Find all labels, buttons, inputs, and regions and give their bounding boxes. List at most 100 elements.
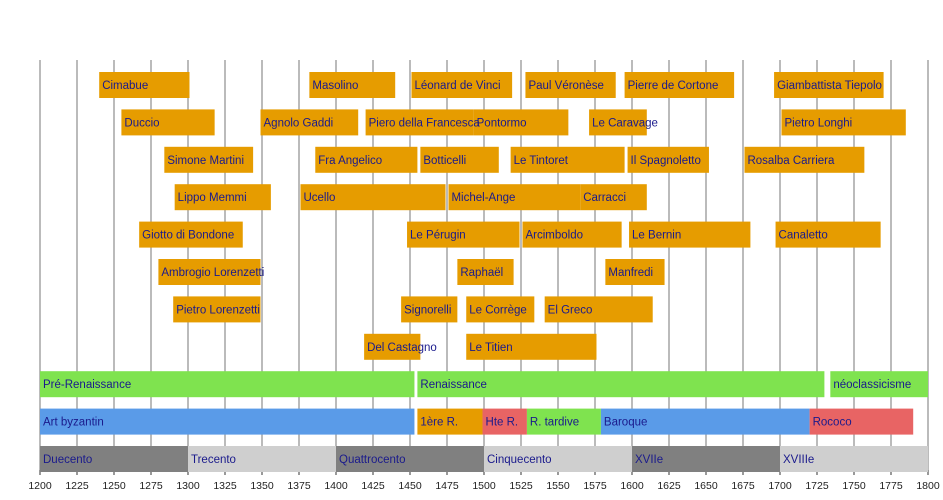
timeline-bar: [589, 109, 647, 136]
x-tick-label: 1750: [842, 480, 866, 492]
timeline-bar: [174, 184, 271, 211]
x-tick-label: 1400: [324, 480, 348, 492]
timeline-bar: [300, 184, 446, 211]
bar-label: Duecento: [43, 454, 92, 466]
timeline-bar: [417, 371, 825, 398]
timeline-bar: [40, 371, 415, 398]
bar-label: Masolino: [312, 80, 358, 92]
timeline-bar: [315, 146, 418, 173]
bar-label: Canaletto: [779, 230, 828, 242]
timeline-bar: [466, 333, 597, 360]
bar-label: Simone Martini: [167, 155, 244, 167]
bar-label: Le Titien: [469, 342, 512, 354]
x-tick-label: 1275: [139, 480, 163, 492]
x-tick-label: 1525: [509, 480, 533, 492]
timeline-bar: [580, 184, 647, 211]
x-tick-label: 1725: [805, 480, 829, 492]
timeline-bar: [466, 296, 535, 323]
bar-label: Manfredi: [608, 267, 653, 279]
bar-label: Carracci: [583, 192, 626, 204]
timeline-bar: [526, 408, 601, 435]
timeline-bar: [99, 72, 190, 98]
bar-label: Léonard de Vinci: [414, 80, 500, 92]
bar-label: Hte R.: [486, 417, 519, 429]
timeline-bar: [627, 146, 709, 173]
timeline-bar: [188, 446, 336, 472]
x-tick-label: 1350: [250, 480, 274, 492]
timeline-bar: [40, 446, 188, 472]
timeline-bar: [139, 221, 243, 248]
x-tick-label: 1500: [472, 480, 496, 492]
bar-label: Art byzantin: [43, 417, 104, 429]
x-tick-label: 1650: [694, 480, 718, 492]
timeline-bar: [164, 146, 254, 173]
timeline-bar: [173, 296, 261, 323]
bar-label: Rococo: [813, 417, 852, 429]
timeline-bar: [809, 408, 914, 435]
bar-label: Le Tintoret: [514, 155, 569, 167]
bar-label: Le Pérugin: [410, 230, 466, 242]
x-tick-label: 1600: [620, 480, 644, 492]
timeline-bar: [525, 72, 616, 98]
bar-label: Pietro Lorenzetti: [176, 304, 260, 316]
bar-label: Pré-Renaissance: [43, 379, 131, 391]
timeline-bar: [457, 259, 514, 285]
bar-label: Giotto di Bondone: [142, 230, 234, 242]
bar-label: Arcimboldo: [525, 230, 583, 242]
timeline-bar: [632, 446, 780, 472]
timeline-bar: [544, 296, 653, 323]
timeline-bar: [365, 109, 474, 136]
bar-label: Duccio: [124, 117, 159, 129]
timeline-bar: [40, 408, 415, 435]
bar-label: Ucello: [303, 192, 335, 204]
bar-label: R. tardive: [530, 417, 579, 429]
timeline-bar: [309, 72, 396, 98]
x-tick-label: 1225: [65, 480, 89, 492]
timeline-bar: [411, 72, 513, 98]
x-tick-label: 1575: [583, 480, 607, 492]
timeline-bar: [775, 221, 881, 248]
timeline-bar: [774, 72, 884, 98]
bar-label: Signorelli: [404, 304, 451, 316]
bar-label: Baroque: [604, 417, 647, 429]
timeline-bar: [448, 184, 581, 211]
timeline-bar: [364, 333, 421, 360]
bar-label: Trecento: [191, 454, 236, 466]
timeline-bar: [473, 109, 569, 136]
bar-label: Michel-Ange: [451, 192, 515, 204]
bar-label: Pontormo: [477, 117, 527, 129]
x-tick-label: 1700: [768, 480, 792, 492]
timeline-bar: [781, 109, 906, 136]
x-tick-label: 1300: [176, 480, 200, 492]
bar-label: Giambattista Tiepolo: [777, 80, 882, 92]
timeline-bar: [522, 221, 622, 248]
bar-label: Ambrogio Lorenzetti: [161, 267, 264, 279]
bar-label: Lippo Memmi: [178, 192, 247, 204]
timeline-bar: [605, 259, 665, 285]
timeline-bar: [121, 109, 215, 136]
x-tick-label: 1450: [398, 480, 422, 492]
x-tick-label: 1675: [731, 480, 755, 492]
timeline-bar: [600, 408, 810, 435]
timeline-bar: [629, 221, 751, 248]
bar-label: Agnolo Gaddi: [264, 117, 334, 129]
timeline-bar: [420, 146, 499, 173]
bar-label: Del Castagno: [367, 342, 437, 354]
bar-label: XVIIe: [635, 454, 663, 466]
x-tick-label: 1325: [213, 480, 237, 492]
x-tick-label: 1200: [28, 480, 52, 492]
bar-label: Botticelli: [423, 155, 466, 167]
bar-label: Le Bernin: [632, 230, 681, 242]
timeline-bar: [401, 296, 458, 323]
bar-label: Pierre de Cortone: [628, 80, 719, 92]
bar-label: Piero della Francesca: [369, 117, 481, 129]
timeline-bar: [407, 221, 520, 248]
bar-label: néoclassicisme: [833, 379, 911, 391]
timeline-bar: [780, 446, 928, 472]
bar-label: Quattrocento: [339, 454, 405, 466]
timeline-bar: [158, 259, 261, 285]
x-tick-label: 1250: [102, 480, 126, 492]
timeline-bar: [624, 72, 735, 98]
timeline-bar: [744, 146, 865, 173]
